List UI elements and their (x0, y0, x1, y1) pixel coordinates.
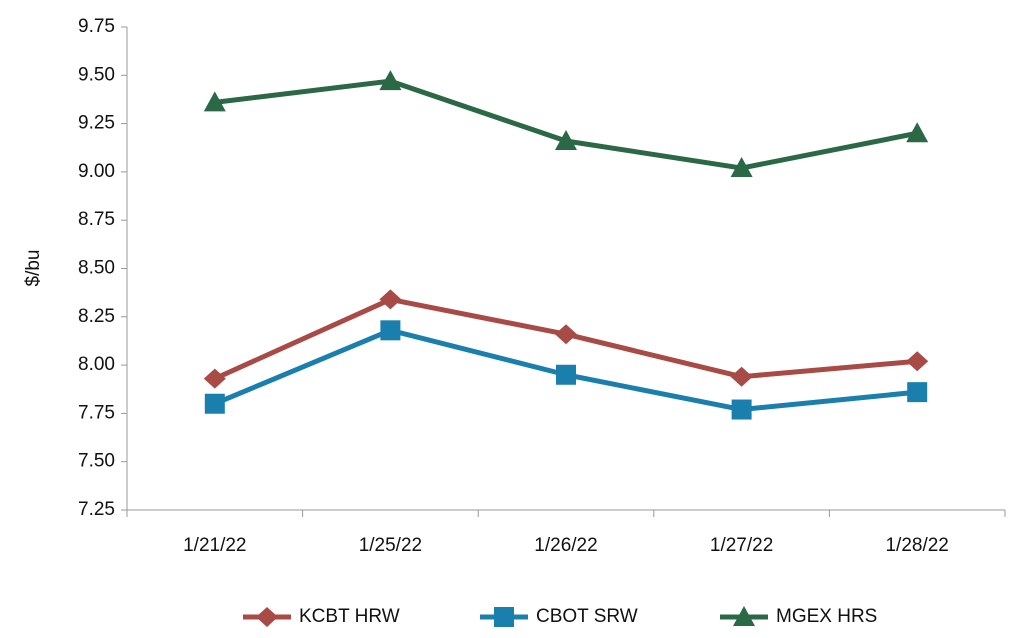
marker-triangle (730, 157, 753, 178)
x-tick-label: 1/27/22 (710, 535, 773, 556)
marker-diamond (379, 289, 402, 310)
y-tick-label: 8.00 (78, 354, 115, 375)
y-tick-label: 9.00 (78, 161, 115, 182)
y-tick-label: 8.50 (78, 258, 115, 279)
marker-square (907, 382, 928, 403)
y-tick-label: 9.75 (78, 16, 115, 37)
marker-triangle (733, 606, 755, 626)
y-tick-label: 7.75 (78, 402, 115, 423)
marker-triangle (379, 70, 402, 91)
marker-triangle (555, 129, 577, 150)
legend-label: CBOT SRW (536, 606, 638, 627)
marker-square (556, 364, 576, 385)
y-tick-label: 9.25 (78, 113, 115, 134)
x-tick-label: 1/21/22 (183, 535, 246, 556)
marker-triangle (203, 91, 226, 112)
marker-diamond (730, 366, 753, 387)
x-tick-label: 1/25/22 (359, 535, 422, 556)
y-tick-label: 7.50 (78, 451, 115, 472)
y-tick-label: 9.50 (78, 64, 115, 85)
marker-square (380, 320, 401, 341)
marker-diamond (906, 351, 929, 372)
legend-label: MGEX HRS (776, 606, 877, 627)
y-tick-label: 8.25 (78, 306, 115, 327)
y-tick-label: 7.25 (78, 499, 115, 520)
y-axis-label: $/bu (23, 250, 44, 287)
marker-square (204, 393, 225, 414)
marker-diamond (203, 368, 226, 389)
x-tick-label: 1/26/22 (534, 535, 597, 556)
marker-triangle (906, 122, 929, 143)
series-line (214, 78, 918, 171)
marker-diamond (256, 607, 278, 627)
marker-diamond (555, 324, 577, 345)
legend-label: KCBT HRW (299, 606, 400, 627)
x-tick-label: 1/28/22 (885, 535, 948, 556)
y-tick-label: 8.75 (78, 209, 115, 230)
marker-square (731, 399, 752, 420)
marker-square (494, 607, 514, 627)
